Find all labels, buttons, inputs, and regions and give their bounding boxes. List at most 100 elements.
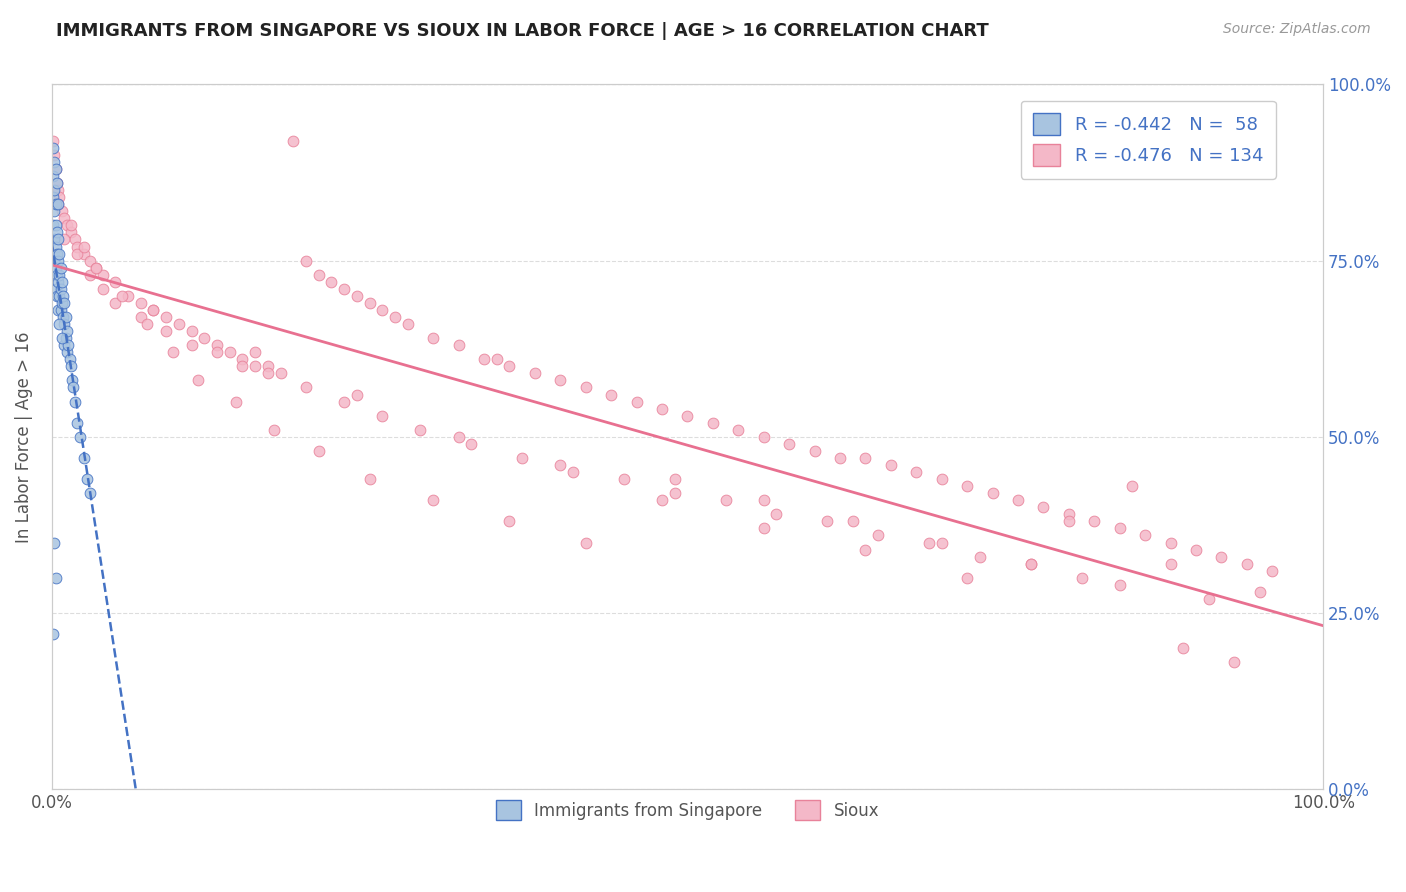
Point [575, 535, 598, 549]
Point [46, 275, 69, 289]
Point [359, 472, 381, 486]
Point [46, 197, 69, 211]
Point [49, 260, 72, 275]
Point [752, 430, 775, 444]
Point [45, 176, 67, 190]
Point [56, 324, 79, 338]
Point [485, 352, 508, 367]
Point [45, 239, 67, 253]
Point [626, 394, 648, 409]
Point [1249, 585, 1271, 599]
Point [66, 239, 89, 253]
Point [187, 374, 209, 388]
Point [346, 289, 368, 303]
Point [45, 260, 67, 275]
Point [44, 253, 66, 268]
Point [664, 486, 686, 500]
Point [295, 253, 318, 268]
Point [295, 380, 318, 394]
Point [53, 232, 76, 246]
Point [447, 338, 470, 352]
Point [72, 246, 94, 260]
Point [523, 367, 546, 381]
Point [72, 450, 94, 465]
Point [45, 197, 67, 211]
Point [422, 493, 444, 508]
Point [51, 331, 73, 345]
Point [79, 268, 101, 282]
Point [48, 190, 70, 204]
Point [59, 219, 82, 233]
Point [51, 204, 73, 219]
Point [727, 423, 749, 437]
Point [142, 302, 165, 317]
Point [283, 134, 305, 148]
Point [243, 345, 266, 359]
Point [91, 268, 114, 282]
Point [44, 204, 66, 219]
Point [51, 296, 73, 310]
Point [613, 472, 636, 486]
Point [155, 310, 177, 324]
Point [562, 465, 585, 479]
Point [969, 549, 991, 564]
Point [46, 197, 69, 211]
Point [855, 450, 877, 465]
Point [600, 387, 623, 401]
Point [46, 183, 69, 197]
Point [651, 401, 673, 416]
Point [48, 317, 70, 331]
Point [167, 317, 190, 331]
Point [1133, 528, 1156, 542]
Point [1019, 557, 1042, 571]
Point [225, 394, 247, 409]
Point [1160, 557, 1182, 571]
Point [384, 310, 406, 324]
Point [84, 260, 107, 275]
Point [48, 246, 70, 260]
Point [257, 367, 280, 381]
Point [905, 465, 928, 479]
Point [44, 155, 66, 169]
Point [104, 296, 127, 310]
Point [117, 289, 139, 303]
Point [45, 571, 67, 585]
Point [111, 289, 134, 303]
Point [205, 338, 228, 352]
Point [803, 444, 825, 458]
Point [346, 387, 368, 401]
Point [460, 437, 482, 451]
Point [76, 472, 98, 486]
Point [1083, 515, 1105, 529]
Point [52, 310, 75, 324]
Point [45, 176, 67, 190]
Point [1173, 641, 1195, 656]
Point [270, 367, 292, 381]
Point [53, 317, 76, 331]
Point [42, 141, 65, 155]
Point [868, 528, 890, 542]
Point [72, 239, 94, 253]
Point [59, 359, 82, 374]
Point [371, 409, 394, 423]
Point [180, 324, 202, 338]
Point [550, 374, 572, 388]
Point [46, 232, 69, 246]
Point [142, 302, 165, 317]
Point [1236, 557, 1258, 571]
Point [45, 219, 67, 233]
Point [651, 493, 673, 508]
Point [333, 282, 356, 296]
Point [59, 226, 82, 240]
Point [1057, 508, 1080, 522]
Point [45, 161, 67, 176]
Point [1185, 542, 1208, 557]
Point [129, 310, 152, 324]
Point [44, 535, 66, 549]
Point [45, 268, 67, 282]
Point [104, 275, 127, 289]
Point [55, 310, 77, 324]
Point [52, 289, 75, 303]
Point [136, 317, 159, 331]
Point [931, 472, 953, 486]
